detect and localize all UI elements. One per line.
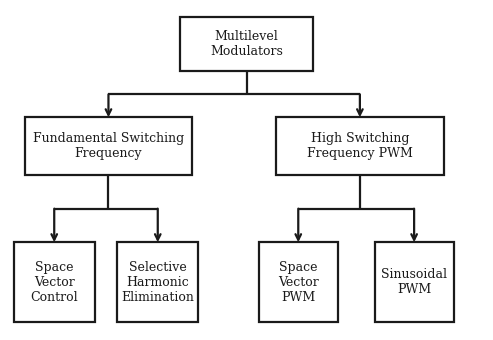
FancyBboxPatch shape — [117, 242, 198, 322]
FancyBboxPatch shape — [375, 242, 454, 322]
Text: Sinusoidal
PWM: Sinusoidal PWM — [381, 268, 447, 296]
Text: Fundamental Switching
Frequency: Fundamental Switching Frequency — [33, 132, 184, 160]
Text: Space
Vector
PWM: Space Vector PWM — [278, 261, 318, 304]
FancyBboxPatch shape — [180, 17, 313, 71]
Text: Selective
Harmonic
Elimination: Selective Harmonic Elimination — [121, 261, 194, 304]
FancyBboxPatch shape — [25, 117, 192, 175]
Text: Multilevel
Modulators: Multilevel Modulators — [210, 30, 283, 58]
Text: Space
Vector
Control: Space Vector Control — [31, 261, 78, 304]
FancyBboxPatch shape — [276, 117, 444, 175]
FancyBboxPatch shape — [259, 242, 338, 322]
FancyBboxPatch shape — [13, 242, 95, 322]
Text: High Switching
Frequency PWM: High Switching Frequency PWM — [307, 132, 413, 160]
